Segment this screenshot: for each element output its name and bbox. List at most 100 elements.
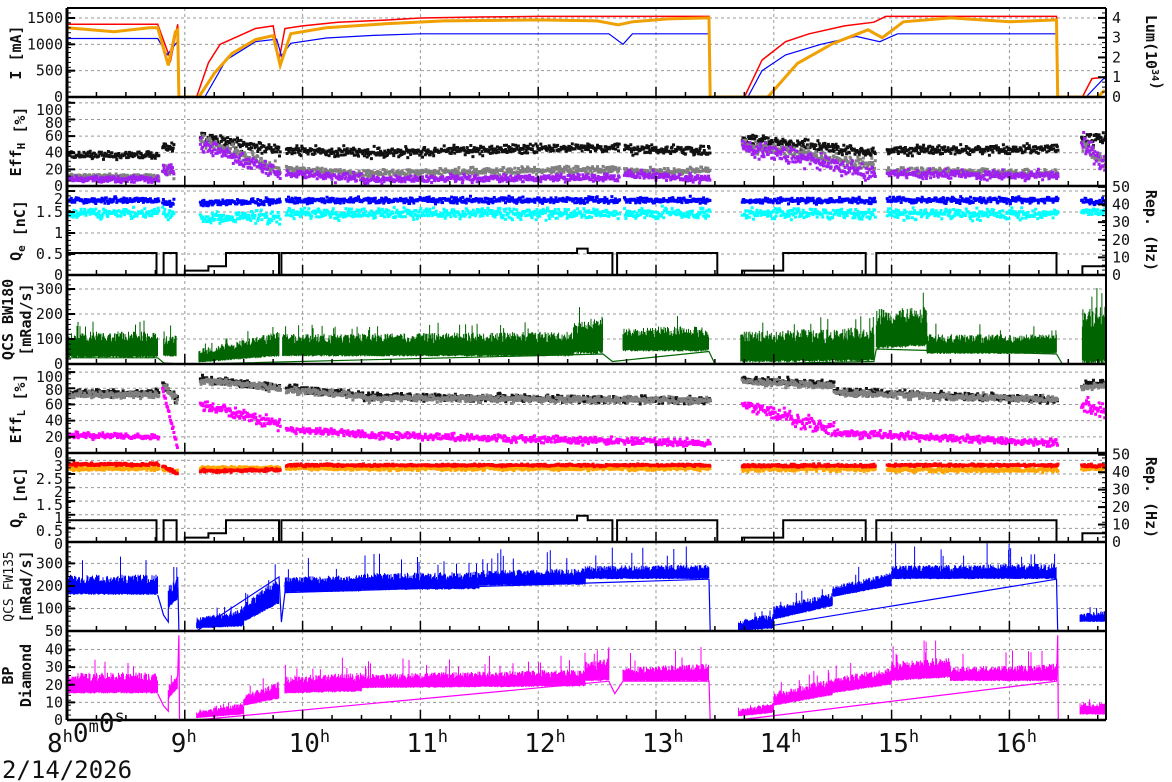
scatter-points-effh-purple — [161, 163, 176, 177]
right-y-tick-label: 50 — [1112, 178, 1130, 196]
scatter-points-effh-purple — [740, 139, 877, 182]
y-tick-label: 100 — [36, 600, 63, 618]
scatter-points-qe-cyan — [885, 206, 1060, 223]
y-axis-label: I [mA] — [7, 25, 25, 79]
y-tick-label: 1 — [54, 509, 63, 527]
scatter-points-qe-blue — [161, 197, 176, 208]
y-tick-label: 40 — [45, 412, 63, 430]
scatter-points-qe-cyan — [284, 206, 622, 222]
y-tick-label: 80 — [45, 114, 63, 132]
panel-qcs-fw135 — [67, 543, 1106, 631]
band-bw180-dose — [282, 322, 574, 357]
series-line-bw180-decay — [67, 348, 1106, 364]
y-tick-label: 40 — [45, 144, 63, 162]
right-y-tick-label: 0 — [1112, 533, 1121, 551]
band-bw180-dose — [622, 316, 709, 352]
y-tick-label: 0 — [54, 266, 63, 284]
band-diamond-dose — [622, 647, 709, 682]
x-tick-label: 15h — [878, 727, 920, 759]
scatter-points-effh-purple — [885, 167, 1060, 183]
scatter-points-effl-grey — [740, 377, 836, 390]
right-y-tick-label: 1 — [1112, 68, 1121, 86]
band-diamond-dose — [361, 652, 586, 689]
scatter-points-qp-red — [161, 464, 179, 476]
right-y-tick-label: 10 — [1112, 516, 1130, 534]
panel-current — [67, 15, 1106, 97]
right-y-tick-label: 30 — [1112, 213, 1130, 231]
y-tick-label: 20 — [45, 428, 63, 446]
band-fw135-dose — [196, 606, 245, 629]
scatter-points-effl-grey — [161, 383, 179, 405]
x-tick-label: 12h — [524, 727, 566, 759]
scatter-points-effh-black — [885, 142, 1060, 158]
scatter-points-effl-grey — [832, 388, 1059, 404]
y-axis-label: Qp [nC] — [7, 467, 29, 528]
right-y-tick-label: 20 — [1112, 231, 1130, 249]
scatter-points-effh-grey — [361, 164, 621, 178]
y-tick-label: 10 — [45, 693, 63, 711]
date-label: 2/14/2026 — [2, 756, 132, 782]
right-y-tick-label: 0 — [1112, 266, 1121, 284]
scatter-points-effh-black — [198, 131, 282, 158]
y-tick-label: 1 — [54, 224, 63, 242]
right-y-tick-label: 30 — [1112, 481, 1130, 499]
x-tick-label: 16h — [995, 727, 1037, 759]
scatter-points-qe-cyan — [67, 205, 161, 221]
panel-qe — [67, 194, 1106, 275]
scatter-points-qe-cyan — [161, 205, 176, 222]
scatter-points-effh-black — [361, 142, 621, 161]
series-line-diamond-decay — [157, 635, 1081, 720]
right-y-tick-label: 0 — [1112, 88, 1121, 106]
band-diamond-dose — [67, 659, 158, 694]
series-line-rep-rate — [67, 247, 1106, 275]
y-tick-label: 0 — [54, 535, 63, 553]
scatter-points-qp-red — [284, 462, 712, 469]
band-bw180-dose — [163, 325, 177, 357]
y-axis-label: [mRad/s] — [17, 550, 35, 622]
y-tick-label: 200 — [36, 577, 63, 595]
band-bw180-dose — [926, 323, 1057, 354]
scatter-points-qe-cyan — [623, 204, 712, 221]
scatter-points-qe-blue — [284, 194, 622, 206]
band-diamond-dose — [243, 678, 280, 706]
scatter-points-qe-blue — [740, 195, 877, 206]
axis-labels: Lum(1034) I [mA] EffH [%] Rep. (Hz) Qe [nC] Q… — [0, 9, 1166, 759]
x-tick-label: 8h0m0s — [47, 707, 125, 759]
series-line-luminosity — [67, 16, 1106, 97]
band-diamond-dose — [891, 640, 951, 681]
x-tick-label: 14h — [760, 727, 802, 759]
right-y-tick-label: 3 — [1112, 29, 1121, 47]
right-y-tick-label: 40 — [1112, 463, 1130, 481]
y-tick-label: 300 — [36, 554, 63, 572]
scatter-points-effh-black — [284, 144, 365, 159]
right-y-tick-label: 40 — [1112, 196, 1130, 214]
scatter-points-effl-grey — [284, 385, 365, 402]
right-y-tick-label: 20 — [1112, 498, 1130, 516]
band-diamond-dose — [773, 669, 833, 706]
panel-eff-h — [67, 130, 1106, 186]
scatter-points-effl-magenta — [361, 431, 712, 448]
y-tick-label: 100 — [36, 368, 63, 386]
band-fw135-dose — [1079, 607, 1106, 622]
y-tick-label: 3 — [54, 457, 63, 475]
band-diamond-dose — [950, 650, 1057, 682]
scatter-points-effl-magenta — [740, 401, 836, 437]
band-bw180-dose — [573, 307, 603, 354]
scatter-points-effh-purple — [361, 172, 621, 186]
scatter-points-effl-grey — [361, 393, 712, 406]
scatter-points-effh-purple — [67, 174, 161, 185]
y-tick-label: 2.5 — [36, 470, 63, 488]
x-tick-label: 11h — [406, 727, 448, 759]
y-tick-label: 2 — [54, 190, 63, 208]
series-line-her-current — [67, 33, 1106, 97]
panel-qcs-bw180 — [67, 288, 1106, 364]
scatter-points-effh-black — [740, 133, 877, 157]
scatter-points-effl-grey — [198, 377, 282, 393]
scatter-points-effh-purple — [1080, 131, 1106, 174]
right-y-tick-label: 2 — [1112, 48, 1121, 66]
scatter-points-qp-red — [1080, 462, 1106, 469]
scatter-points-effl-magenta — [198, 400, 235, 419]
scatter-points-effl-grey — [67, 389, 161, 401]
band-fw135-dose — [773, 589, 833, 620]
